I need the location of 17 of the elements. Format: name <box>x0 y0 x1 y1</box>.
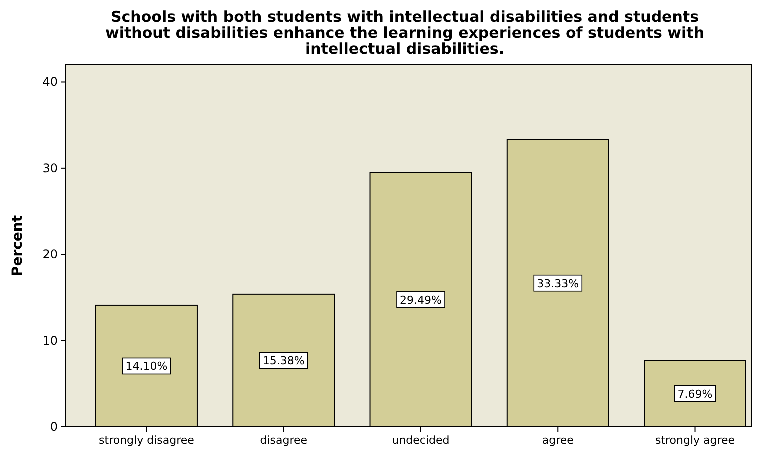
x-tick-label: agree <box>542 434 574 447</box>
data-label: 15.38% <box>262 354 305 368</box>
x-tick-label: strongly agree <box>655 434 736 447</box>
y-tick-label: 0 <box>50 420 58 434</box>
y-axis-title: Percent <box>10 215 26 277</box>
data-label: 33.33% <box>537 277 580 290</box>
x-tick-label: disagree <box>260 434 308 447</box>
chart-title: Schools with both students with intellectual disabilities and students without disabilities enhance the learning experiences of students with intellectual disabilities. <box>105 8 705 58</box>
y-tick-label: 30 <box>42 161 58 176</box>
data-label: 7.69% <box>678 388 713 401</box>
x-tick-label: undecided <box>392 434 450 447</box>
data-label: 29.49% <box>400 294 442 307</box>
x-tick-label: strongly disagree <box>99 434 195 447</box>
y-tick-label: 20 <box>42 248 58 262</box>
y-tick-label: 10 <box>42 334 58 348</box>
y-tick-label: 40 <box>42 75 58 90</box>
data-label: 14.10% <box>126 360 168 374</box>
